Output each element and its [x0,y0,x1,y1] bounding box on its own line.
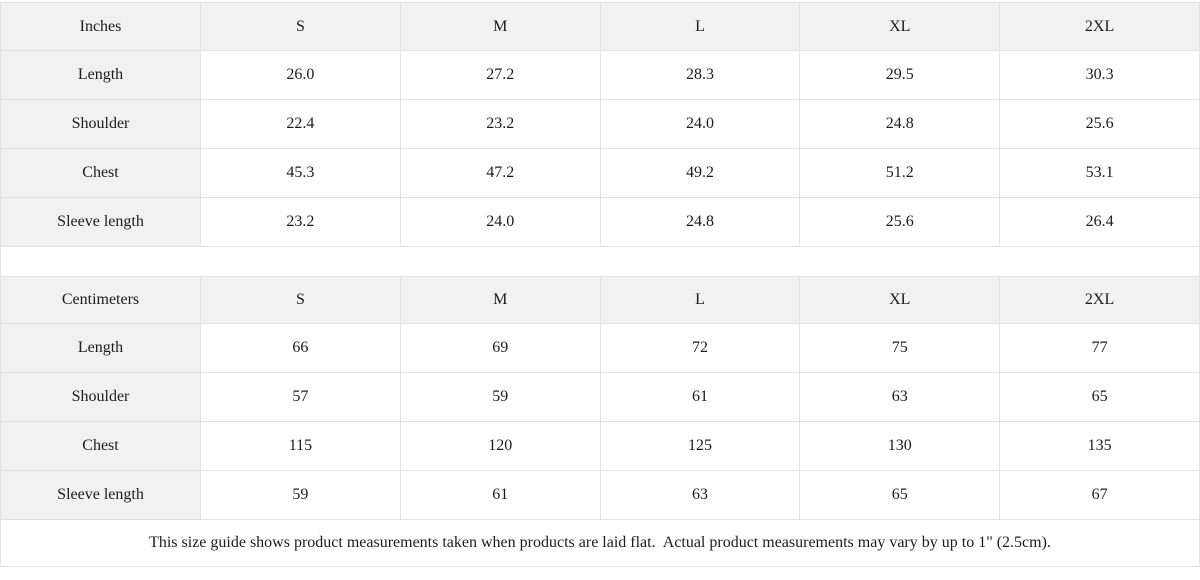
table-row-cm-chest: Chest 115 120 125 130 135 [1,421,1199,470]
measurement-value: 27.2 [399,51,600,99]
measurement-value: 135 [999,422,1199,470]
table-row-cm-sleeve: Sleeve length 59 61 63 65 67 [1,470,1199,519]
measurement-label: Length [1,51,200,99]
centimeters-header-row: Centimeters S M L XL 2XL [1,276,1199,323]
measurement-value: 25.6 [999,100,1199,148]
measurement-value: 120 [399,422,600,470]
inches-header-row: Inches S M L XL 2XL [1,3,1199,50]
measurement-value: 24.0 [399,198,600,246]
measurement-value: 65 [999,373,1199,421]
measurement-value: 23.2 [200,198,400,246]
measurement-value: 61 [599,373,800,421]
measurement-value: 26.0 [200,51,400,99]
measurement-value: 67 [999,471,1199,519]
measurement-value: 72 [599,324,800,372]
measurement-value: 28.3 [599,51,800,99]
measurement-value: 59 [399,373,600,421]
size-header-m: M [399,3,600,50]
unit-header-inches: Inches [1,3,200,50]
measurement-value: 63 [599,471,800,519]
size-header-s: S [200,277,400,323]
footnote-row: This size guide shows product measuremen… [1,519,1199,566]
measurement-value: 25.6 [799,198,999,246]
measurement-value: 23.2 [399,100,600,148]
measurement-value: 125 [599,422,800,470]
table-row-inches-length: Length 26.0 27.2 28.3 29.5 30.3 [1,50,1199,99]
size-header-2xl: 2XL [999,277,1199,323]
measurement-value: 77 [999,324,1199,372]
measurement-value: 29.5 [799,51,999,99]
table-row-inches-shoulder: Shoulder 22.4 23.2 24.0 24.8 25.6 [1,99,1199,148]
measurement-value: 115 [200,422,400,470]
measurement-value: 51.2 [799,149,999,197]
measurement-value: 66 [200,324,400,372]
measurement-value: 24.8 [799,100,999,148]
measurement-value: 24.8 [599,198,800,246]
measurement-label: Shoulder [1,100,200,148]
table-row-cm-shoulder: Shoulder 57 59 61 63 65 [1,372,1199,421]
size-header-m: M [399,277,600,323]
size-guide-table: Inches S M L XL 2XL Length 26.0 27.2 28.… [0,2,1200,567]
table-row-cm-length: Length 66 69 72 75 77 [1,323,1199,372]
measurement-label: Length [1,324,200,372]
measurement-value: 53.1 [999,149,1199,197]
size-header-s: S [200,3,400,50]
measurement-value: 57 [200,373,400,421]
size-header-2xl: 2XL [999,3,1199,50]
measurement-label: Chest [1,149,200,197]
measurement-value: 69 [399,324,600,372]
measurement-label: Chest [1,422,200,470]
measurement-label: Shoulder [1,373,200,421]
size-header-xl: XL [799,277,1000,323]
measurement-value: 49.2 [599,149,800,197]
measurement-value: 45.3 [200,149,400,197]
measurement-value: 130 [799,422,999,470]
measurement-value: 30.3 [999,51,1199,99]
size-guide-note: This size guide shows product measuremen… [149,534,1051,551]
measurement-value: 22.4 [200,100,400,148]
measurement-label: Sleeve length [1,471,200,519]
measurement-value: 24.0 [599,100,800,148]
section-spacer [1,246,1199,276]
unit-header-centimeters: Centimeters [1,277,200,323]
measurement-value: 26.4 [999,198,1199,246]
table-row-inches-chest: Chest 45.3 47.2 49.2 51.2 53.1 [1,148,1199,197]
size-header-l: L [599,277,800,323]
measurement-label: Sleeve length [1,198,200,246]
size-header-xl: XL [799,3,1000,50]
table-row-inches-sleeve: Sleeve length 23.2 24.0 24.8 25.6 26.4 [1,197,1199,246]
measurement-value: 59 [200,471,400,519]
measurement-value: 61 [399,471,600,519]
measurement-value: 65 [799,471,999,519]
size-header-l: L [599,3,800,50]
measurement-value: 47.2 [399,149,600,197]
measurement-value: 75 [799,324,999,372]
measurement-value: 63 [799,373,999,421]
